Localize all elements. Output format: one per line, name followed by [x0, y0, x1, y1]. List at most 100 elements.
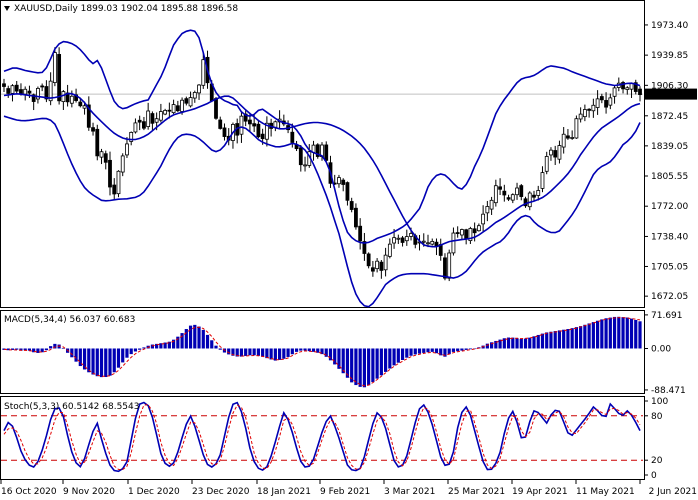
stoch-title: Stoch(5,3,3) 60.5142 68.5543: [4, 402, 139, 412]
candle-body: [197, 84, 201, 94]
macd-bar: [167, 341, 171, 349]
candle-body: [409, 233, 413, 237]
candle-body: [324, 144, 329, 161]
stoch-y-tick-label: 20: [651, 456, 663, 466]
candle-body: [142, 121, 146, 129]
price-title: XAUUSD,Daily 1899.03 1902.04 1895.88 189…: [14, 4, 238, 14]
current-price-tag: 1896.58: [645, 88, 697, 101]
macd-bar: [184, 329, 188, 349]
candle-body: [175, 105, 180, 112]
macd-bar: [15, 348, 19, 350]
price-y-tick-label: 1805.55: [651, 172, 688, 182]
price-tag-background: [645, 88, 697, 100]
x-tick-label: 9 Nov 2020: [63, 487, 115, 497]
macd-bar: [205, 334, 210, 349]
candle-body: [638, 88, 642, 95]
macd-bar: [562, 329, 566, 349]
macd-bar: [278, 348, 282, 360]
macd-bar: [375, 348, 379, 379]
candle-body: [112, 184, 117, 195]
candle-body: [426, 242, 430, 245]
x-tick-label: 18 Jan 2021: [257, 487, 311, 497]
macd-bar: [108, 348, 112, 376]
macd-panel[interactable]: [2, 316, 642, 388]
macd-bar: [604, 318, 608, 349]
macd-bar: [252, 348, 256, 356]
macd-bar: [439, 348, 443, 356]
macd-bar: [426, 348, 430, 353]
stoch-panel[interactable]: [1, 401, 643, 473]
price-y-tick-label: 1872.45: [651, 112, 688, 122]
stoch-y-tick-label: 100: [651, 397, 668, 407]
x-tick-label: 16 Oct 2020: [1, 487, 57, 497]
candle-body: [146, 110, 151, 128]
candle-body: [40, 85, 45, 88]
candle-body: [201, 59, 206, 86]
candle-body: [510, 194, 515, 201]
macd-bar: [23, 348, 27, 351]
candle-body: [523, 198, 528, 207]
macd-bar: [129, 348, 133, 355]
macd-bar: [409, 348, 413, 356]
candle-body: [341, 179, 346, 185]
price-panel[interactable]: [1, 29, 643, 308]
macd-bar: [345, 348, 350, 378]
candle-body: [375, 260, 380, 270]
dropdown-triangle-icon: [4, 6, 10, 11]
macd-bar: [328, 348, 333, 361]
price-y-tick-label: 1772.00: [651, 202, 688, 212]
macd-bar: [545, 332, 549, 349]
macd-bar: [600, 319, 604, 349]
macd-bar: [87, 348, 91, 373]
stoch-y-tick-label: 0: [651, 471, 657, 481]
candle-body: [36, 88, 40, 100]
candle-body: [570, 137, 575, 139]
macd-bar: [218, 348, 222, 350]
candle-body: [633, 82, 638, 92]
macd-bar: [405, 348, 409, 358]
macd-bar: [528, 337, 532, 349]
candle-body: [536, 190, 541, 196]
candle-body: [421, 240, 426, 243]
macd-bar: [316, 348, 320, 353]
candle-body: [582, 109, 587, 118]
macd-bar: [612, 316, 617, 349]
candle-body: [578, 113, 583, 120]
candle-body: [125, 143, 129, 156]
macd-bar: [133, 348, 138, 352]
candle-body: [222, 127, 227, 137]
axis-layer: 1973.40 1939.85 1906.30 1872.45 1839.05 1805.…: [0, 21, 697, 497]
candle-body: [252, 123, 257, 127]
candle-body: [430, 241, 435, 245]
macd-bar: [591, 322, 595, 349]
candle-body: [48, 80, 53, 102]
macd-title: MACD(5,34,4) 56.037 60.683: [4, 315, 135, 325]
macd-bar: [350, 348, 354, 383]
macd-y-tick-label: 71.691: [651, 311, 683, 321]
macd-bar: [269, 348, 273, 360]
candle-body: [455, 232, 460, 234]
macd-bar: [27, 348, 32, 351]
macd-bar: [511, 337, 515, 349]
candle-body: [493, 185, 498, 204]
stoch-signal-line: [3, 404, 641, 471]
candle-body: [387, 243, 392, 257]
candle-body: [95, 128, 100, 157]
candle-body: [349, 201, 354, 210]
candle-body: [604, 100, 608, 108]
macd-bar: [443, 348, 447, 357]
macd-bar: [227, 348, 231, 355]
stoch-y-tick-label: 80: [651, 412, 663, 422]
macd-panel-frame: [0, 310, 645, 394]
candle-body: [298, 147, 303, 166]
macd-bar: [256, 348, 260, 356]
candle-body: [260, 133, 265, 140]
x-tick-label: 9 Feb 2021: [320, 487, 370, 497]
macd-bar: [2, 348, 6, 350]
macd-bar: [422, 348, 426, 353]
macd-bar: [201, 329, 205, 349]
candle-body: [116, 170, 121, 195]
macd-bar: [244, 348, 248, 356]
macd-bar: [468, 348, 472, 350]
